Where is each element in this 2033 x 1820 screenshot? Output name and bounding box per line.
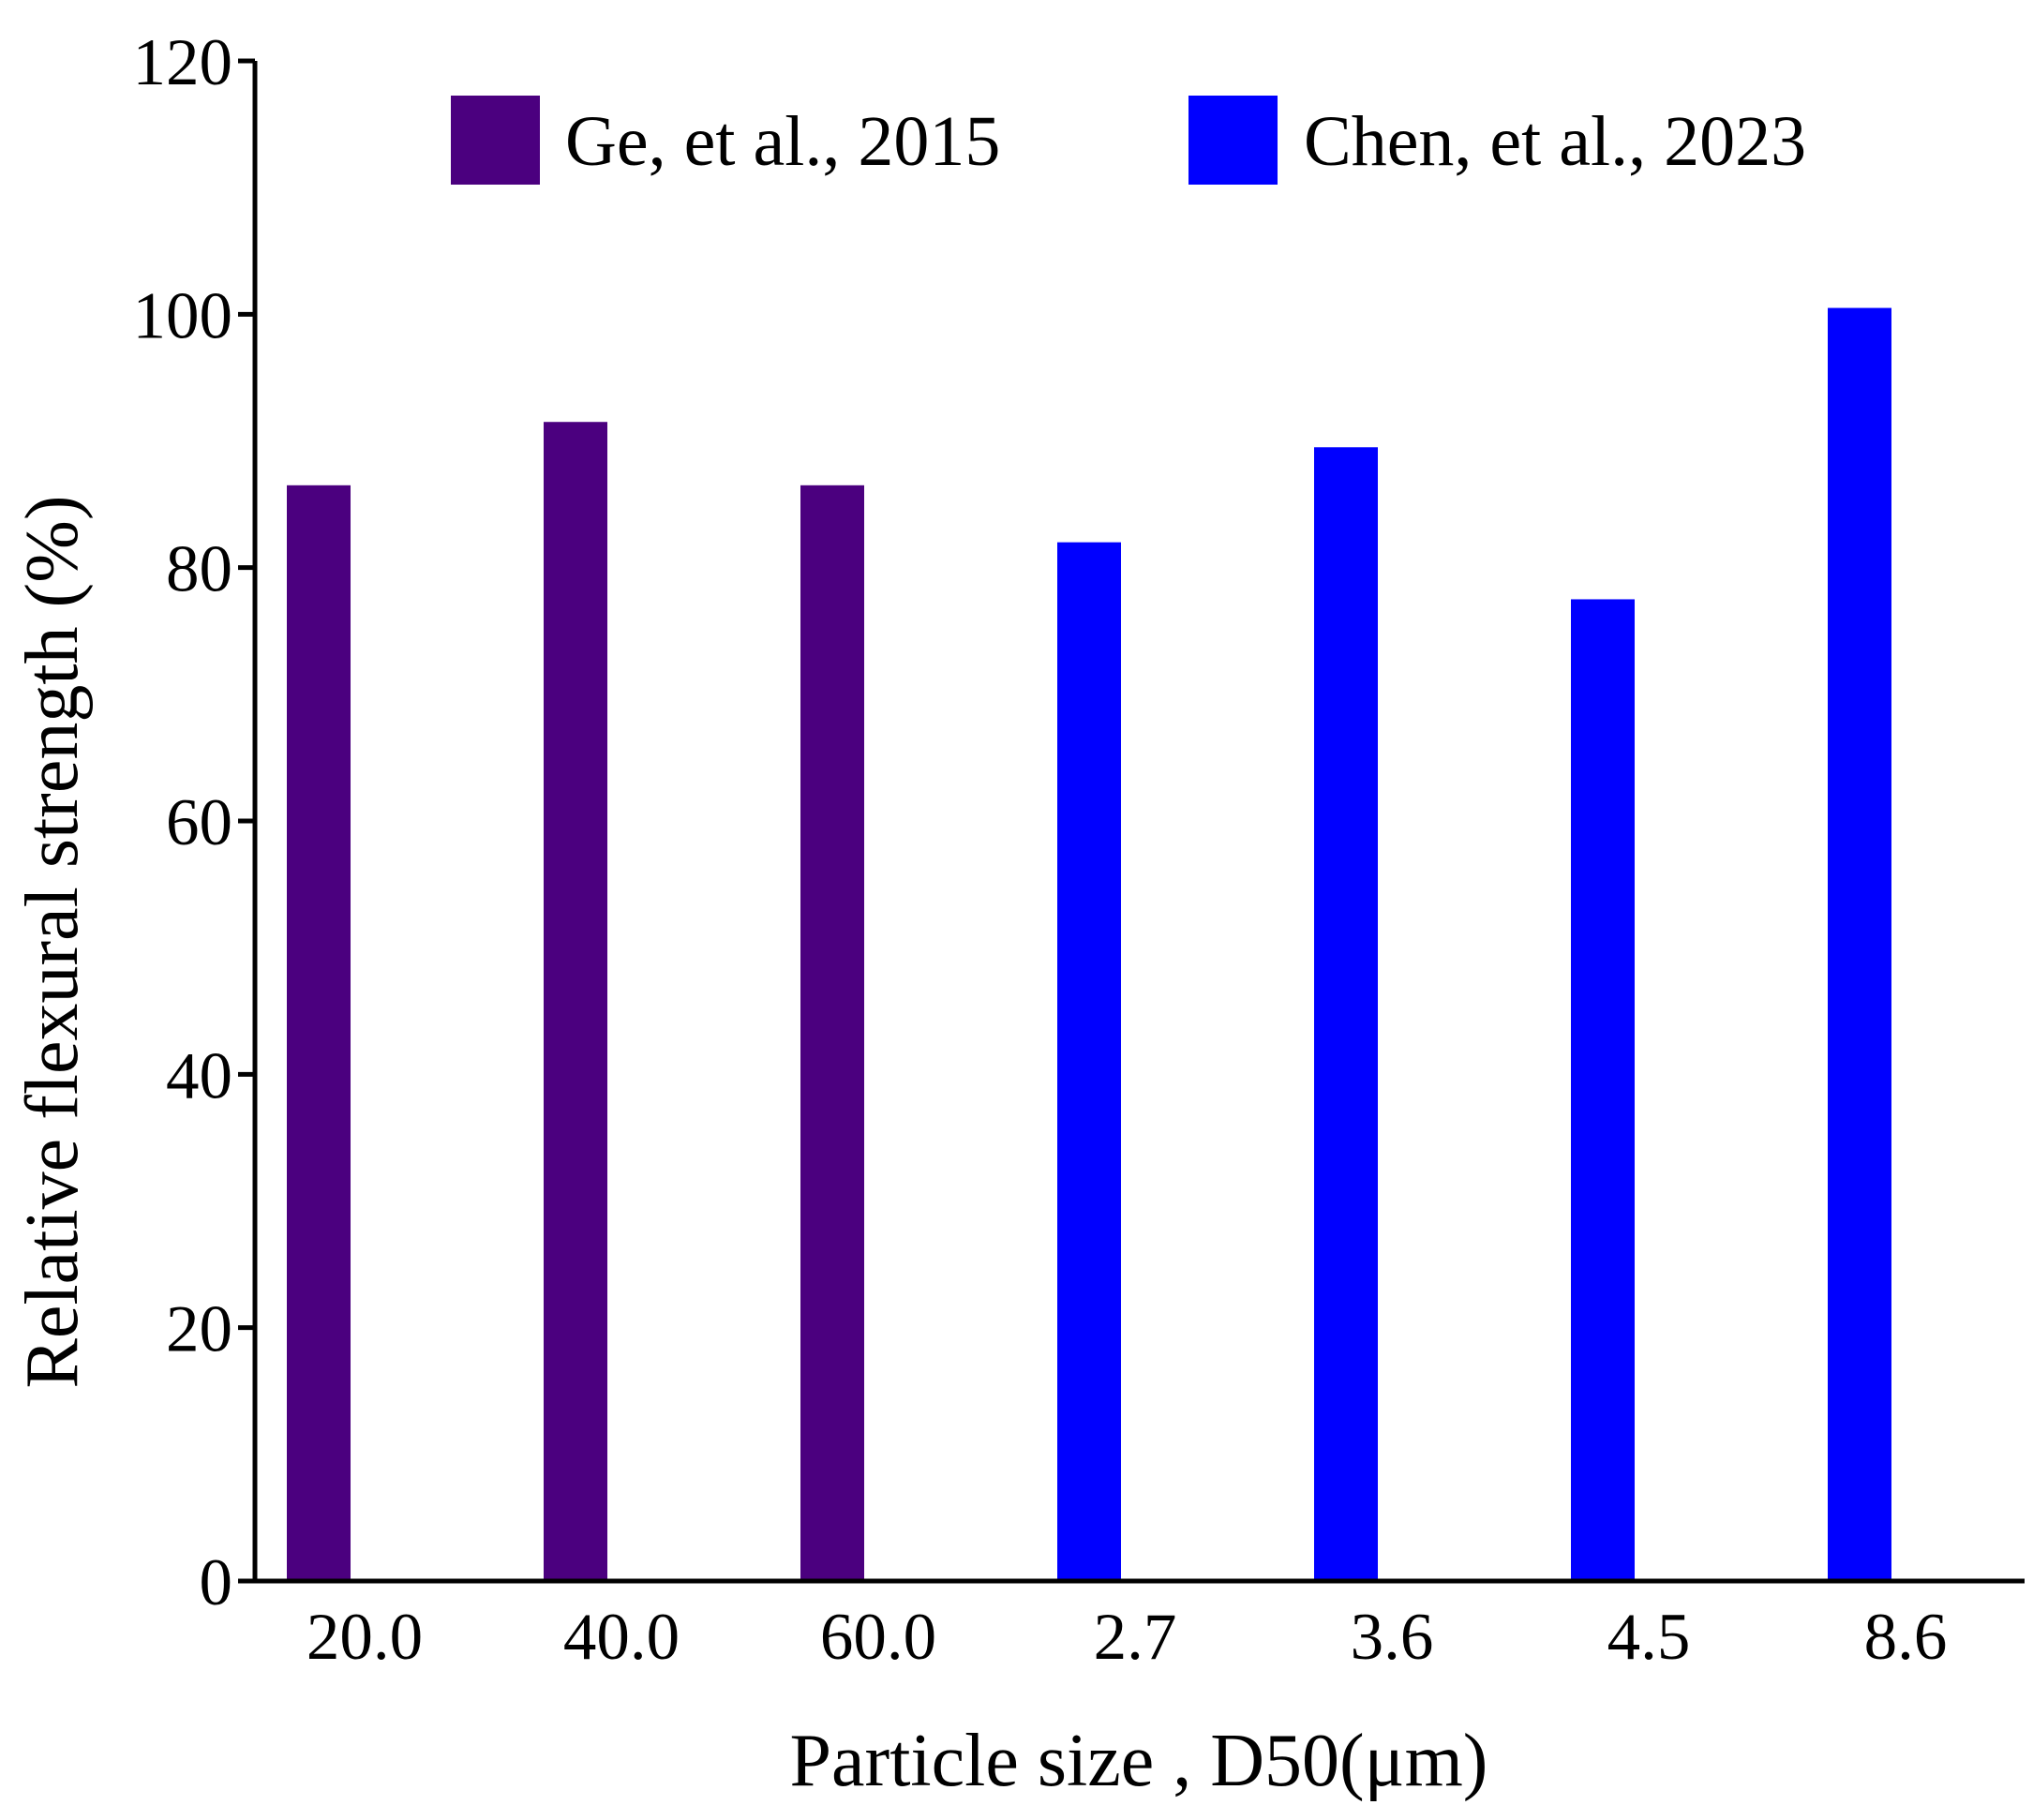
legend-swatch-chen-2023 xyxy=(1188,96,1278,185)
legend-label-chen-2023: Chen, et al., 2023 xyxy=(1304,102,1806,181)
bars-layer xyxy=(287,307,1891,1582)
y-axis-title: Relative flexural strength (%) xyxy=(11,496,94,1389)
bar-4-5 xyxy=(1571,599,1635,1582)
y-tick-label: 20 xyxy=(166,1293,232,1366)
bar-40-0 xyxy=(544,422,607,1582)
axes-layer xyxy=(252,61,2025,1584)
bar-2-7 xyxy=(1057,542,1121,1582)
y-tick-label: 120 xyxy=(133,26,233,99)
legend-label-ge-2015: Ge, et al., 2015 xyxy=(565,102,1000,181)
bar-3-6 xyxy=(1314,447,1378,1582)
x-tick-label: 4.5 xyxy=(1607,1601,1691,1674)
y-tick-label: 60 xyxy=(166,786,232,859)
x-tick-label: 40.0 xyxy=(563,1601,680,1674)
x-tick-label: 3.6 xyxy=(1351,1601,1434,1674)
legend: Ge, et al., 2015 Chen, et al., 2023 xyxy=(451,96,1806,185)
y-tick-label: 100 xyxy=(133,279,233,352)
x-tick-label: 8.6 xyxy=(1864,1601,1948,1674)
y-tick-label: 80 xyxy=(166,533,232,606)
x-tick-label: 20.0 xyxy=(306,1601,423,1674)
x-axis-title: Particle size , D50(μm) xyxy=(790,1720,1488,1802)
legend-swatch-ge-2015 xyxy=(451,96,540,185)
bar-20-0 xyxy=(287,485,351,1581)
y-tick-label: 0 xyxy=(200,1546,233,1619)
x-ticks: 20.0 40.0 60.0 2.7 3.6 4.5 8.6 xyxy=(306,1601,1948,1674)
x-tick-label: 60.0 xyxy=(820,1601,936,1674)
y-tick-label: 40 xyxy=(166,1039,232,1112)
bar-60-0 xyxy=(800,485,864,1581)
bar-8-6 xyxy=(1828,307,1891,1582)
y-ticks: 0 20 40 60 80 100 120 xyxy=(133,26,255,1619)
x-tick-label: 2.7 xyxy=(1094,1601,1177,1674)
